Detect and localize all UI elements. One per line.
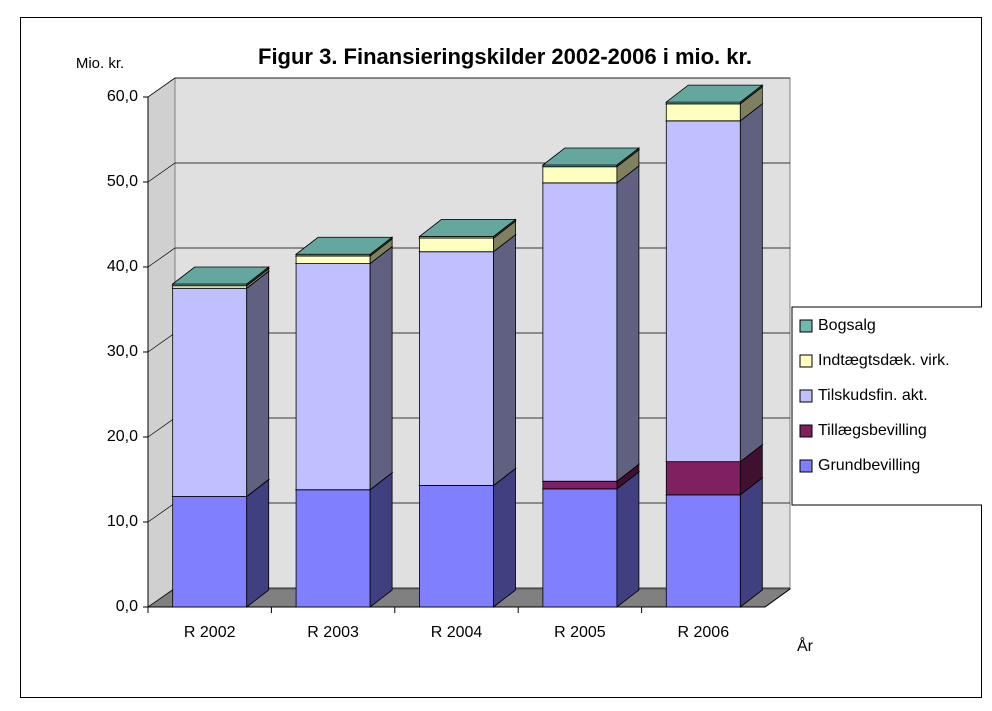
bar-top [665, 84, 764, 103]
bar-top [294, 236, 394, 255]
legend-swatch [799, 354, 813, 368]
bar-side [739, 102, 763, 463]
x-tick-label: R 2002 [184, 624, 236, 641]
y-tick-label: 20,0 [107, 428, 138, 445]
bar-segment [542, 488, 618, 608]
y-tick-label: 30,0 [107, 343, 138, 360]
x-axis-depth [764, 588, 791, 608]
legend-label: Tilskudsfin. akt. [818, 387, 928, 404]
bar-side [616, 471, 640, 608]
legend-label: Bogsalg [818, 317, 876, 334]
bar-segment [542, 182, 618, 482]
legend-label: Grundbevilling [818, 457, 920, 474]
bar-segment [419, 485, 494, 608]
bar-segment [665, 494, 741, 608]
y-tick-label: 0,0 [116, 598, 138, 615]
bar-segment [665, 103, 741, 122]
bar-side [493, 467, 516, 608]
legend: Grundbevilling Tillægsbevilling Tilskudsfi… [791, 306, 982, 506]
bar-top [418, 218, 517, 237]
bar-segment [419, 237, 494, 253]
legend-label: Tillægsbevilling [818, 422, 927, 439]
bar-segment [295, 255, 371, 264]
legend-box [791, 306, 982, 506]
grid-line [147, 77, 790, 98]
bar-segment [295, 489, 371, 608]
bar-segment [419, 251, 494, 486]
bar-side [246, 478, 270, 608]
bar-segment [665, 120, 741, 463]
bar-top [541, 147, 641, 166]
y-tick-label: 40,0 [107, 258, 138, 275]
chart-title: Figur 3. Finansieringskilder 2002-2006 i… [258, 44, 752, 69]
legend-swatch [799, 459, 813, 473]
bar-segment [665, 461, 741, 496]
bar-segment [295, 263, 371, 491]
x-tick-label: R 2005 [554, 624, 606, 641]
legend-swatch [799, 424, 813, 438]
y-tick-label: 10,0 [107, 513, 138, 530]
y-axis-label: Mio. kr. [76, 55, 124, 72]
bar-side [369, 245, 393, 491]
x-tick-label: R 2004 [431, 624, 483, 641]
bar-segment [172, 287, 248, 497]
legend-swatch [799, 389, 813, 403]
x-axis-label: År [797, 636, 814, 655]
bar-side [246, 270, 270, 498]
bar-side [369, 471, 393, 608]
bar-segment [542, 166, 618, 184]
y-tick-label: 50,0 [107, 173, 138, 190]
bar-segment [542, 480, 618, 490]
bar-top [171, 266, 270, 285]
bar-side [616, 165, 640, 483]
x-tick-label: R 2003 [307, 624, 359, 641]
bar-side [493, 233, 516, 487]
legend-label: Indtægtsdæk. virk. [818, 352, 950, 369]
bar-side [739, 476, 763, 608]
y-tick-label: 60,0 [107, 88, 138, 105]
x-tick-label: R 2006 [678, 624, 730, 641]
legend-swatch [799, 319, 813, 333]
bar-segment [172, 496, 248, 608]
